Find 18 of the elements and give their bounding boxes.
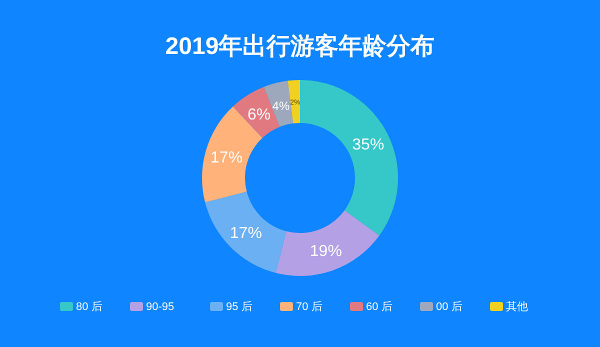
data-label: 17% bbox=[210, 150, 243, 167]
data-label: 19% bbox=[310, 242, 342, 260]
legend-label: 00 后 bbox=[436, 300, 462, 313]
legend-label: 90-95 bbox=[146, 301, 174, 313]
donut-slice bbox=[276, 210, 380, 276]
data-label: 17% bbox=[230, 225, 262, 242]
legend-label: 95 后 bbox=[226, 300, 252, 313]
donut-slice bbox=[288, 80, 300, 124]
donut-slice bbox=[300, 80, 398, 236]
legend-label: 70 后 bbox=[296, 300, 322, 313]
data-label: 6% bbox=[247, 106, 271, 124]
legend-label: 80 后 bbox=[76, 300, 102, 313]
legend-label: 60 后 bbox=[366, 300, 392, 313]
legend-label: 其他 bbox=[506, 300, 528, 313]
data-label: 35% bbox=[352, 136, 384, 154]
chart-title: 2019年出行游客年龄分布 bbox=[165, 33, 435, 60]
data-label: 4% bbox=[272, 98, 290, 113]
donut-slice bbox=[205, 192, 286, 273]
